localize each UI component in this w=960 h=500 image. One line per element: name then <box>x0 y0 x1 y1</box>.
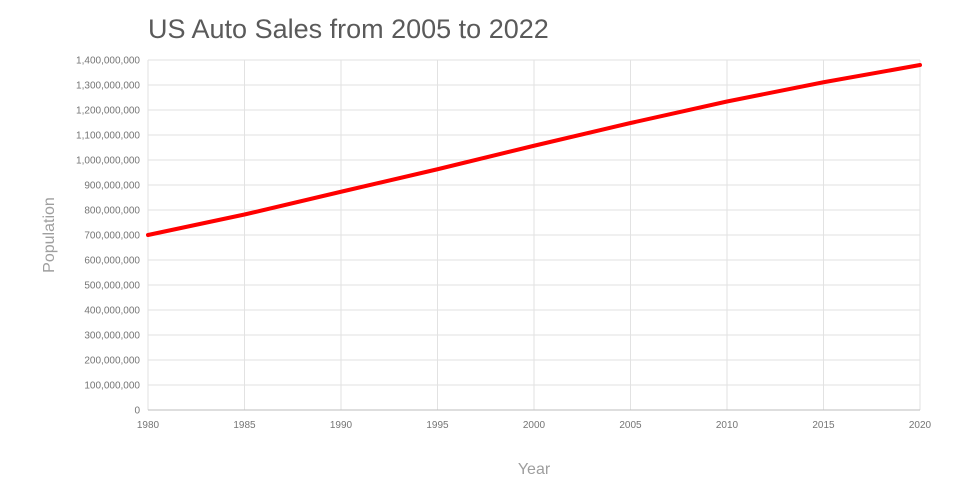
y-tick-label: 1,200,000,000 <box>76 106 140 117</box>
y-tick-label: 400,000,000 <box>84 306 140 317</box>
x-tick-label: 2015 <box>812 420 835 431</box>
y-tick-label: 0 <box>134 406 140 417</box>
y-tick-label: 900,000,000 <box>84 181 140 192</box>
x-axis-title: Year <box>517 461 551 478</box>
y-tick-label: 1,000,000,000 <box>76 156 140 167</box>
x-tick-label: 2000 <box>523 420 546 431</box>
x-tick-label: 1990 <box>330 420 353 431</box>
chart-title: US Auto Sales from 2005 to 2022 <box>148 14 549 44</box>
y-tick-label: 100,000,000 <box>84 381 140 392</box>
y-tick-label: 300,000,000 <box>84 331 140 342</box>
x-tick-label: 2010 <box>716 420 739 431</box>
x-tick-label: 1995 <box>426 420 449 431</box>
y-tick-label: 1,400,000,000 <box>76 56 140 67</box>
x-tick-label: 1985 <box>233 420 256 431</box>
y-tick-label: 600,000,000 <box>84 256 140 267</box>
series-line-population <box>146 63 922 237</box>
x-tick-label: 2020 <box>909 420 932 431</box>
y-tick-label: 700,000,000 <box>84 231 140 242</box>
y-tick-label: 200,000,000 <box>84 356 140 367</box>
x-tick-label: 1980 <box>137 420 160 431</box>
y-axis-title: Population <box>41 197 58 273</box>
y-tick-label: 500,000,000 <box>84 281 140 292</box>
y-tick-label: 800,000,000 <box>84 206 140 217</box>
y-tick-label: 1,100,000,000 <box>76 131 140 142</box>
x-tick-label: 2005 <box>619 420 642 431</box>
y-tick-label: 1,300,000,000 <box>76 81 140 92</box>
